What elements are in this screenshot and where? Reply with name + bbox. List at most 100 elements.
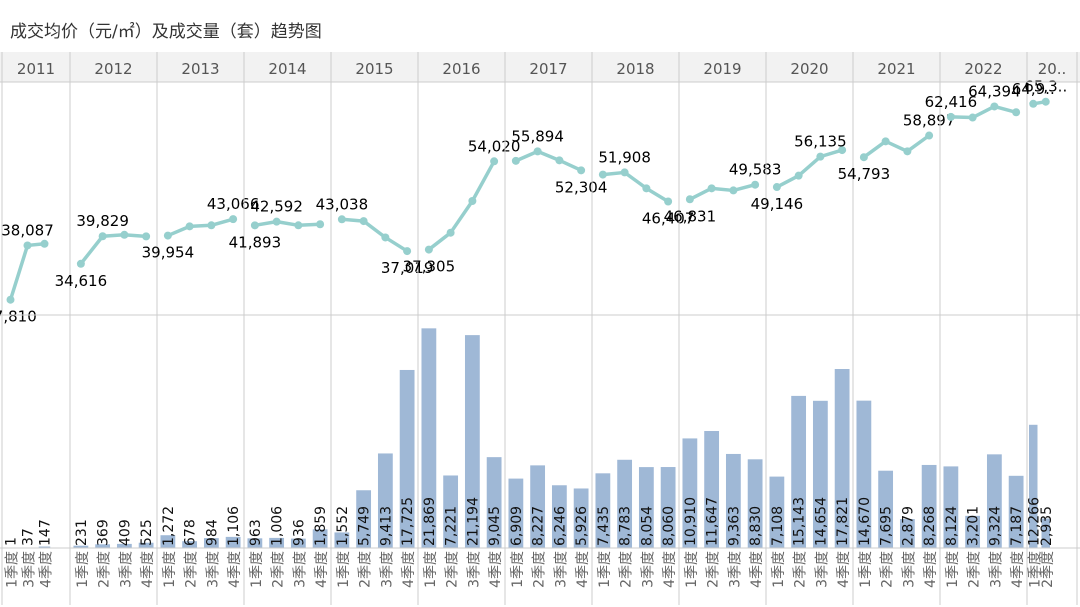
price-point <box>229 215 238 224</box>
volume-bar <box>38 546 51 548</box>
price-line <box>254 219 321 228</box>
price-label: 37,305 <box>403 258 456 276</box>
quarter-label: 4季度 <box>662 551 678 588</box>
quarter-label: 4季度 <box>314 551 330 588</box>
volume-bar <box>595 473 611 548</box>
year-group-2021: 2021 14,670 7,695 2,879 8,268 1季度 2季度 3季度 4季度 54,… <box>838 52 955 605</box>
volume-bar <box>704 431 720 548</box>
year-group-2018: 2018 7,435 8,783 8,054 8,060 1季度 2季度 3季度 4季度 51,9… <box>591 52 694 605</box>
quarter-label: 4季度 <box>575 551 591 588</box>
volume-label: 37 <box>21 528 37 546</box>
price-point <box>1012 108 1021 117</box>
quarter-label: 3季度 <box>814 551 830 588</box>
volume-bar <box>791 395 807 548</box>
volume-label: 147 <box>38 519 54 546</box>
price-point <box>816 152 825 161</box>
volume-bar <box>530 465 546 548</box>
price-point <box>1041 97 1050 106</box>
price-point <box>142 232 151 241</box>
price-point <box>446 228 455 237</box>
price-label: 65,3.. <box>1024 78 1067 96</box>
quarter-label: 3季度 <box>379 551 395 588</box>
quarter-label: 2季度 <box>793 551 809 588</box>
quarter-label: 4季度 <box>749 551 765 588</box>
quarter-label: 3季度 <box>901 551 917 588</box>
price-line <box>167 217 234 238</box>
volume-bar <box>769 476 785 548</box>
volume-bar <box>725 453 741 548</box>
volume-bar <box>812 400 828 548</box>
volume-label: 2,935 <box>1039 506 1055 546</box>
year-label: 2012 <box>94 60 132 78</box>
volume-bar <box>660 467 676 548</box>
quarter-label: 1季度 <box>771 551 787 588</box>
volume-label: 5,926 <box>574 506 590 546</box>
quarter-label: 2季度 <box>619 551 635 588</box>
price-point <box>946 112 955 121</box>
volume-bar <box>138 542 154 548</box>
volume-label: 8,783 <box>618 506 634 546</box>
price-label: 54,020 <box>468 137 521 155</box>
volume-label: 231 <box>74 519 90 546</box>
price-point <box>23 241 32 250</box>
volume-label: 17,725 <box>400 497 416 546</box>
quarter-label: 3季度 <box>22 551 38 588</box>
volume-label: 8,054 <box>639 506 655 546</box>
year-group-2019: 2019 10,910 11,647 9,363 8,830 1季度 2季度 3季度 4季度 46… <box>664 52 781 605</box>
quarter-label: 2季度 <box>880 551 896 588</box>
volume-bar <box>160 535 176 548</box>
price-point <box>577 166 586 175</box>
price-point <box>838 146 847 155</box>
quarter-label: 1季度 <box>510 551 526 588</box>
volume-label: 984 <box>204 519 220 546</box>
chart-title-bar: 成交均价（元/㎡）及成交量（套）趋势图 <box>0 0 1080 53</box>
price-point <box>207 221 216 230</box>
quarter-label: 1季度 <box>945 551 961 588</box>
volume-label: 963 <box>248 519 264 546</box>
volume-label: 7,187 <box>1009 506 1025 546</box>
quarter-label: 1季度 <box>1027 551 1043 588</box>
quarter-label: 2季度 <box>1040 551 1056 588</box>
price-line <box>8 242 45 301</box>
price-point <box>337 215 346 224</box>
volume-label: 5,749 <box>357 506 373 546</box>
quarter-label: 3季度 <box>118 551 134 588</box>
year-header-bg <box>0 52 1080 82</box>
volume-label: 1,552 <box>335 506 351 546</box>
price-point <box>794 171 803 180</box>
year-label: 2021 <box>877 60 915 78</box>
year-group-2012: 2012 231 369 409 525 1季度 2季度 3季度 4季度 34,616 39,829 <box>55 52 156 605</box>
volume-label: 15,143 <box>792 497 808 546</box>
price-label: 52,304 <box>555 178 608 196</box>
volume-label: 14,654 <box>813 497 829 546</box>
volume-label: 525 <box>139 519 155 546</box>
volume-bar <box>986 454 1002 548</box>
volume-label: 7,695 <box>879 506 895 546</box>
volume-bar <box>551 485 567 548</box>
price-point <box>511 156 520 165</box>
quarter-label: 4季度 <box>39 551 55 588</box>
price-label: 64,394 <box>968 82 1021 100</box>
price-point <box>729 186 738 195</box>
quarter-label: 3季度 <box>553 551 569 588</box>
price-label: 54,793 <box>838 165 891 183</box>
price-label: 39,954 <box>142 244 195 262</box>
volume-label: 7,221 <box>444 506 460 546</box>
year-label: 2015 <box>355 60 393 78</box>
price-point <box>359 217 368 226</box>
year-label: 2019 <box>703 60 741 78</box>
volume-label: 8,227 <box>531 506 547 546</box>
volume-bar <box>878 470 894 548</box>
price-point <box>468 197 477 205</box>
volume-label: 678 <box>183 519 199 546</box>
quarter-label: 4季度 <box>401 551 417 588</box>
price-point <box>925 131 934 140</box>
year-label: 2018 <box>616 60 654 78</box>
price-point <box>120 230 129 239</box>
quarter-label: 4季度 <box>1010 551 1026 588</box>
price-line <box>602 170 670 203</box>
price-point <box>98 232 107 241</box>
volume-label: 1,006 <box>270 506 286 546</box>
volume-label: 14,670 <box>857 497 873 546</box>
quarter-label: 3季度 <box>727 551 743 588</box>
